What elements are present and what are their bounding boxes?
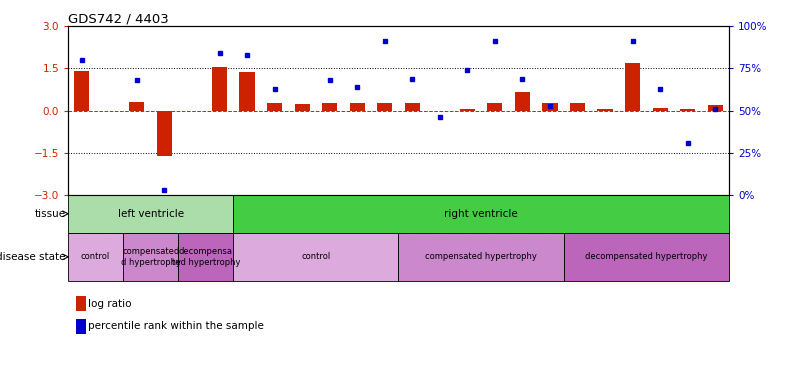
Bar	[233, 232, 398, 281]
Bar	[460, 109, 475, 111]
Text: tissue: tissue	[34, 209, 66, 219]
Text: disease state: disease state	[0, 252, 66, 262]
Text: GDS742 / 4403: GDS742 / 4403	[68, 12, 169, 25]
Text: compensated
d hypertrophy: compensated d hypertrophy	[121, 247, 181, 267]
Bar	[68, 232, 123, 281]
Bar	[68, 195, 233, 232]
Bar	[349, 103, 364, 111]
Bar	[178, 232, 233, 281]
Bar	[405, 103, 420, 111]
Bar	[487, 103, 502, 111]
Bar	[542, 103, 557, 111]
Bar	[515, 92, 530, 111]
Bar	[570, 103, 585, 111]
Bar	[707, 105, 723, 111]
Text: log ratio: log ratio	[88, 299, 131, 309]
Bar	[377, 103, 392, 111]
Bar	[564, 232, 729, 281]
Text: control: control	[81, 252, 111, 261]
Bar	[680, 109, 695, 111]
Bar	[625, 63, 640, 111]
Text: control: control	[301, 252, 331, 261]
Bar	[129, 102, 144, 111]
Bar	[212, 67, 227, 111]
Text: right ventricle: right ventricle	[445, 209, 518, 219]
Bar	[239, 72, 255, 111]
Text: decompensated hypertrophy: decompensated hypertrophy	[585, 252, 707, 261]
Bar	[233, 195, 729, 232]
Bar	[157, 111, 172, 156]
Bar	[598, 109, 613, 111]
Bar	[295, 104, 310, 111]
Text: decompensa
ted hypertrophy: decompensa ted hypertrophy	[171, 247, 240, 267]
Bar	[267, 103, 282, 111]
Bar	[123, 232, 178, 281]
Bar	[322, 103, 337, 111]
Text: left ventricle: left ventricle	[118, 209, 183, 219]
Bar	[653, 108, 668, 111]
Bar	[74, 71, 90, 111]
Text: compensated hypertrophy: compensated hypertrophy	[425, 252, 537, 261]
Bar	[399, 232, 564, 281]
Text: percentile rank within the sample: percentile rank within the sample	[88, 321, 264, 331]
